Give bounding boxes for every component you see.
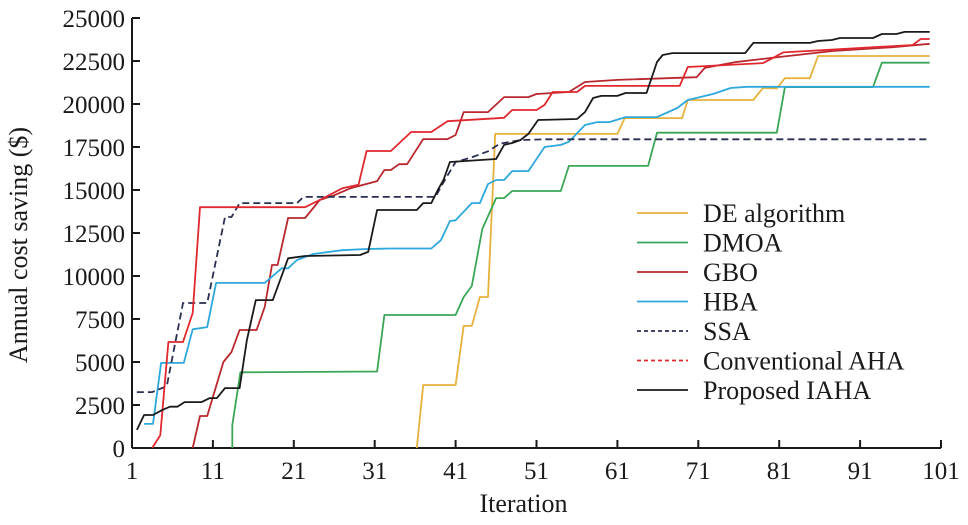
legend-item: Conventional AHA (637, 347, 905, 376)
series-line-hba (144, 85, 930, 425)
legend-item: Proposed IAHA (637, 376, 871, 405)
x-axis-title: Iteration (479, 489, 567, 518)
x-tick-label: 51 (524, 458, 549, 485)
y-ticks: 0 2500 5000 7500 10000 12500 15000 17500 20000 22… (63, 6, 140, 463)
x-tick-label: 81 (767, 458, 792, 485)
legend-item: GBO (637, 258, 758, 287)
series-line-ssa (136, 138, 930, 393)
legend-item: DMOA (637, 229, 783, 258)
y-tick-label: 20000 (63, 92, 126, 119)
x-tick-label: 41 (443, 458, 468, 485)
series-line-conventional-aha (151, 38, 930, 449)
y-tick-label: 7500 (75, 307, 125, 334)
legend-label: Proposed IAHA (703, 376, 871, 405)
series-line-proposed-iaha (136, 31, 930, 431)
legend-item: SSA (637, 317, 751, 346)
legend-label: DE algorithm (703, 199, 845, 228)
legend-label: HBA (703, 288, 758, 317)
y-tick-label: 0 (113, 436, 126, 463)
y-tick-label: 15000 (63, 178, 126, 205)
x-tick-label: 61 (605, 458, 630, 485)
x-tick-label: 71 (686, 458, 711, 485)
x-tick-label: 11 (201, 458, 225, 485)
x-tick-label: 31 (362, 458, 387, 485)
legend-item: HBA (637, 288, 758, 317)
legend-label: SSA (703, 317, 751, 346)
series-line-dmoa (231, 61, 930, 448)
legend-label: GBO (703, 258, 758, 287)
x-tick-label: 101 (922, 458, 960, 485)
y-tick-label: 2500 (75, 393, 125, 420)
y-tick-label: 12500 (63, 221, 126, 248)
legend-label: DMOA (703, 229, 783, 258)
x-tick-label: 91 (848, 458, 873, 485)
legend-label: Conventional AHA (703, 347, 905, 376)
y-tick-label: 17500 (63, 135, 126, 162)
x-tick-label: 21 (281, 458, 306, 485)
y-axis-title: Annual cost saving ($) (4, 127, 33, 363)
x-tick-label: 1 (126, 458, 139, 485)
legend-item: DE algorithm (637, 199, 845, 228)
x-ticks: 1 11 21 31 41 51 61 71 81 91 101 (126, 440, 960, 485)
y-tick-label: 22500 (63, 49, 126, 76)
y-tick-label: 25000 (63, 6, 126, 33)
series-lines (136, 31, 930, 449)
y-tick-label: 5000 (75, 350, 125, 377)
y-tick-label: 10000 (63, 264, 126, 291)
